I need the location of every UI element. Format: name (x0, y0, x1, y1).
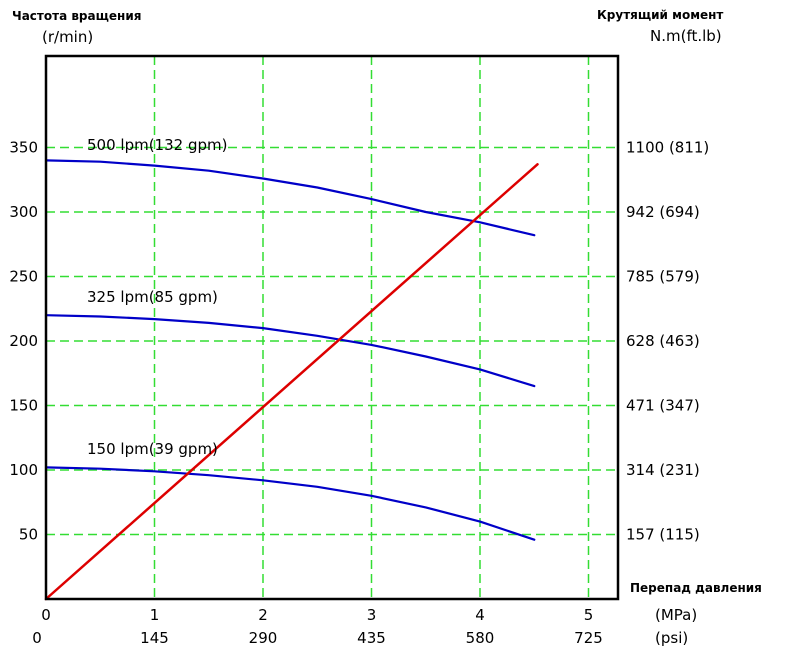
x-tick-label-psi: 145 (140, 629, 169, 647)
grid (46, 56, 618, 599)
x-tick-label-psi: 435 (357, 629, 386, 647)
y-right-unit: N.m(ft.lb) (650, 27, 722, 45)
y-left-tick-label: 350 (9, 139, 38, 157)
series-label: 150 lpm(39 gpm) (87, 440, 218, 458)
y-left-tick-label: 250 (9, 268, 38, 286)
torque-line (44, 163, 539, 601)
y-right-tick-label: 314 (231) (626, 461, 700, 479)
series-lines (44, 159, 539, 601)
y-right-tick-label: 942 (694) (626, 203, 700, 221)
y-right-tick-label: 1100 (811) (626, 139, 709, 157)
x-tick-label-mpa: 0 (41, 606, 51, 624)
speed-curve (44, 159, 536, 237)
y-right-tick-label: 471 (347) (626, 397, 700, 415)
series-labels: 500 lpm(132 gpm) 325 lpm(85 gpm) 150 lpm(3… (87, 136, 227, 458)
x-tick-label-psi: 0 (32, 629, 42, 647)
y-left-tick-label: 300 (9, 203, 38, 221)
x-tick-label-mpa: 2 (258, 606, 268, 624)
y-right-tick-label: 628 (463) (626, 332, 700, 350)
x-tick-label-psi: 290 (249, 629, 278, 647)
y-right-title: Крутящий момент (597, 8, 723, 22)
x-tick-label-mpa: 1 (150, 606, 160, 624)
series-label: 500 lpm(132 gpm) (87, 136, 227, 154)
speed-curve (44, 314, 536, 388)
x-tick-label-psi: 725 (574, 629, 603, 647)
y-left-tick-label: 100 (9, 461, 38, 479)
y-right-tick-label: 157 (115) (626, 526, 700, 544)
y-left-tick-label: 200 (9, 332, 38, 350)
x-tick-label-mpa: 4 (475, 606, 485, 624)
tick-labels: 0 0 1 145 2 290 3 435 4 580 5 725 50 157 (115) 100 314 … (9, 139, 709, 648)
x-title: Перепад давления (630, 581, 762, 595)
y-left-unit: (r/min) (42, 28, 93, 46)
plot-frame (44, 54, 620, 601)
x-tick-label-mpa: 3 (367, 606, 377, 624)
y-left-tick-label: 150 (9, 397, 38, 415)
x-unit-mpa: (MPa) (655, 606, 697, 624)
x-tick-label-psi: 580 (466, 629, 495, 647)
series-label: 325 lpm(85 gpm) (87, 288, 218, 306)
x-tick-label-mpa: 5 (584, 606, 594, 624)
y-left-title: Частота вращения (12, 9, 141, 23)
y-left-tick-label: 50 (19, 526, 38, 544)
x-unit-psi: (psi) (655, 629, 688, 647)
speed-curve (44, 466, 536, 541)
y-right-tick-label: 785 (579) (626, 268, 700, 286)
